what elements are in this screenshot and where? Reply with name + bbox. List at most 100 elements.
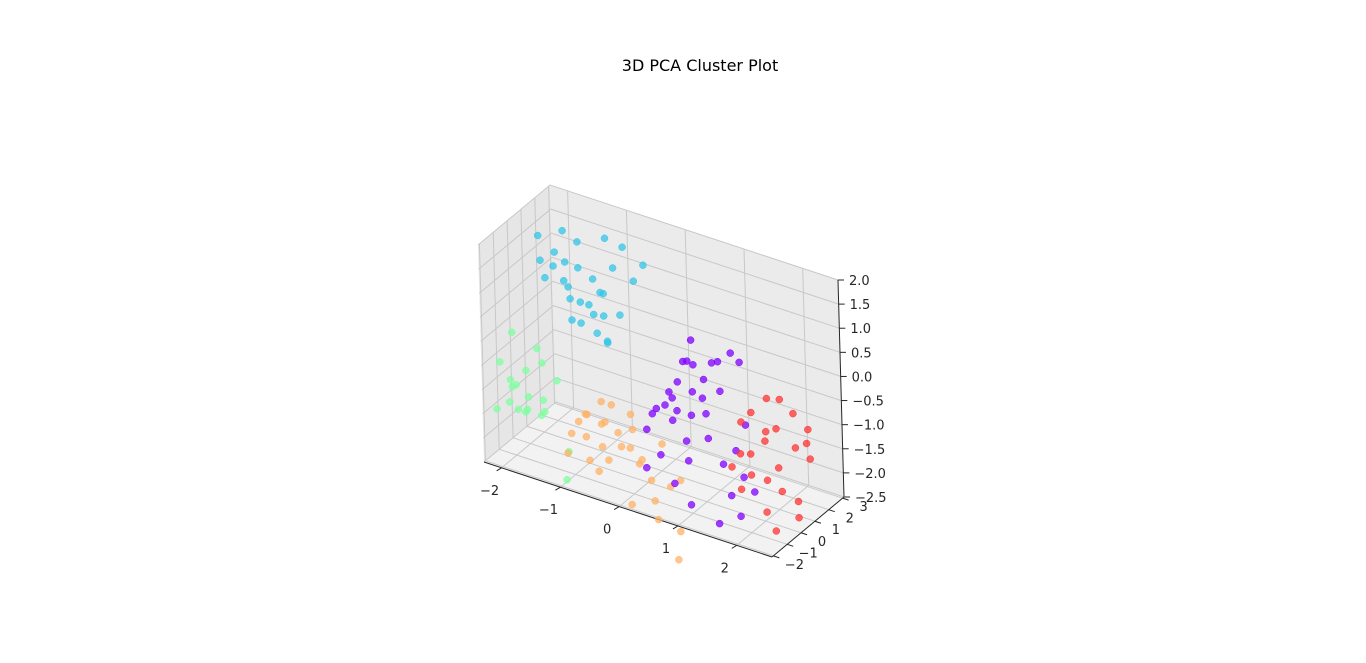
data-points	[493, 226, 814, 564]
data-point-cluster-2	[626, 410, 635, 419]
y-tick-mark	[787, 543, 794, 547]
x-tick-label: 0	[603, 523, 611, 538]
x-tick-mark	[613, 506, 620, 511]
data-point-cluster-2	[582, 432, 591, 441]
data-point-cluster-0	[618, 243, 626, 251]
data-point-cluster-0	[574, 264, 582, 272]
data-point-cluster-4	[772, 425, 780, 433]
data-point-cluster-3	[643, 425, 651, 434]
data-point-cluster-1	[538, 359, 546, 367]
data-point-cluster-1	[496, 358, 504, 366]
data-point-cluster-2	[651, 497, 659, 505]
data-point-cluster-1	[524, 393, 533, 401]
axes-lines	[483, 279, 845, 558]
data-point-cluster-0	[585, 301, 593, 309]
data-point-cluster-2	[607, 401, 616, 409]
data-point-cluster-3	[689, 361, 697, 369]
data-point-cluster-4	[746, 450, 755, 458]
data-point-cluster-3	[740, 473, 748, 482]
data-point-cluster-4	[794, 497, 803, 506]
data-point-cluster-3	[699, 375, 708, 384]
y-tick-mark	[773, 555, 780, 559]
grid-line-z	[480, 305, 842, 402]
data-point-cluster-4	[737, 418, 745, 426]
data-point-cluster-1	[514, 405, 523, 414]
data-point-cluster-3	[735, 358, 743, 367]
data-point-cluster-1	[512, 380, 520, 389]
data-point-cluster-0	[566, 295, 574, 303]
data-point-cluster-0	[599, 312, 608, 320]
x-tick-label: −1	[539, 503, 558, 518]
data-point-cluster-2	[628, 500, 636, 509]
data-point-cluster-2	[605, 456, 613, 464]
data-point-cluster-3	[715, 519, 724, 528]
data-point-cluster-0	[616, 311, 624, 319]
data-point-cluster-0	[639, 261, 647, 269]
data-point-cluster-4	[802, 439, 811, 448]
data-point-cluster-2	[677, 527, 685, 536]
data-point-cluster-2	[564, 449, 572, 457]
data-point-cluster-1	[506, 375, 515, 384]
data-point-cluster-2	[586, 456, 594, 465]
data-point-cluster-1	[505, 398, 514, 406]
data-point-cluster-3	[643, 463, 651, 472]
data-point-cluster-3	[657, 451, 665, 459]
axes-panes	[478, 185, 844, 557]
data-point-cluster-3	[704, 434, 713, 443]
data-point-cluster-0	[589, 310, 598, 319]
z-tick-label: −2.0	[854, 467, 886, 482]
data-point-cluster-4	[761, 437, 769, 445]
x-tick-mark	[731, 544, 737, 549]
data-point-cluster-4	[737, 485, 746, 494]
z-tick-label: −1.5	[854, 443, 886, 458]
data-point-cluster-4	[728, 463, 736, 471]
data-point-cluster-2	[614, 428, 622, 437]
data-point-cluster-1	[523, 405, 532, 414]
data-point-cluster-4	[747, 471, 756, 479]
grid-line-z	[482, 353, 843, 450]
data-point-cluster-4	[804, 425, 812, 434]
x-tick-mark	[496, 467, 502, 472]
data-point-cluster-3	[682, 437, 691, 445]
data-point-cluster-3	[726, 349, 734, 357]
data-point-cluster-0	[596, 288, 604, 297]
data-point-cluster-3	[673, 378, 682, 386]
data-point-cluster-0	[560, 258, 569, 266]
data-point-cluster-2	[597, 397, 605, 406]
data-point-cluster-3	[687, 411, 696, 420]
data-point-cluster-2	[647, 476, 656, 485]
y-axis-line	[771, 496, 845, 558]
x-axis-line	[483, 461, 773, 558]
x-tick-label: 1	[662, 542, 670, 557]
data-point-cluster-4	[774, 464, 783, 472]
floor-pane	[484, 402, 844, 557]
data-point-cluster-3	[652, 404, 661, 413]
data-point-cluster-0	[573, 238, 581, 246]
data-point-cluster-4	[795, 513, 803, 522]
y-tick-label: 1	[832, 523, 840, 538]
data-point-cluster-2	[598, 443, 607, 451]
data-point-cluster-0	[564, 283, 572, 291]
data-point-cluster-3	[671, 479, 679, 488]
y-tick-label: −2	[785, 558, 804, 573]
data-point-cluster-4	[762, 394, 771, 403]
data-point-cluster-2	[581, 410, 590, 418]
data-point-cluster-0	[533, 231, 542, 240]
z-axis-line	[837, 279, 845, 498]
z-tick-label: −2.5	[855, 491, 887, 506]
data-point-cluster-2	[628, 425, 637, 434]
data-point-cluster-0	[593, 329, 601, 337]
y-tick-label: 3	[859, 500, 867, 515]
data-point-cluster-3	[683, 357, 691, 365]
data-point-cluster-1	[493, 405, 501, 413]
data-point-cluster-2	[626, 444, 635, 452]
data-point-cluster-0	[603, 339, 612, 347]
chart-title: 3D PCA Cluster Plot	[622, 56, 778, 75]
back-pane	[550, 185, 844, 497]
data-point-cluster-3	[719, 460, 728, 468]
data-point-cluster-4	[806, 455, 814, 463]
x-tick-mark	[672, 525, 679, 530]
data-point-cluster-4	[763, 508, 771, 516]
data-point-cluster-0	[568, 316, 576, 324]
